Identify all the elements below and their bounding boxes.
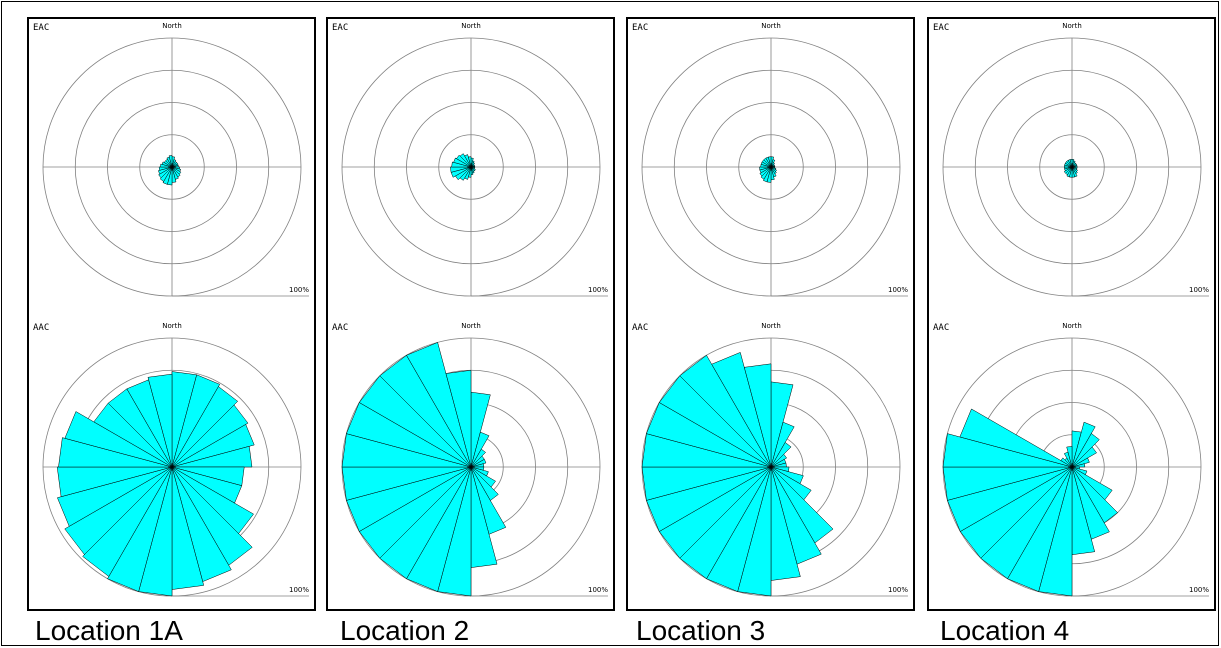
rose-charts-svg: EAC North 100% AAC North 100%	[632, 22, 908, 597]
rose-charts-svg: EAC North 100% AAC North 100%	[933, 22, 1209, 597]
series-label: EAC	[933, 23, 949, 33]
series-label: EAC	[332, 23, 348, 33]
scale-label: 100%	[588, 286, 608, 294]
rose-charts-svg: EAC North 100% AAC North 100%	[332, 22, 608, 597]
scale-label: 100%	[289, 286, 309, 294]
rose-sector	[743, 363, 772, 468]
location-panel-4: EAC North 100% AAC North 100%	[927, 17, 1216, 611]
north-label: North	[461, 22, 481, 30]
scale-label: 100%	[289, 586, 309, 594]
rose-sector	[768, 156, 772, 168]
rose-charts-svg: EAC North 100% AAC North 100%	[33, 22, 309, 597]
rose-aac: AAC North 100%	[933, 322, 1209, 597]
rose-eac: EAC North 100%	[332, 22, 608, 297]
rose-sector	[1069, 158, 1073, 168]
series-label: AAC	[933, 323, 949, 333]
north-label: North	[761, 322, 781, 330]
series-label: EAC	[632, 23, 648, 33]
location-panel-2: EAC North 100% AAC North 100%	[326, 17, 615, 611]
scale-label: 100%	[888, 286, 908, 294]
location-caption: Location 4	[940, 615, 1070, 646]
rose-sector	[959, 408, 1073, 468]
north-label: North	[461, 322, 481, 330]
rose-aac: AAC North 100%	[332, 322, 608, 597]
north-label: North	[1062, 22, 1082, 30]
rose-eac: EAC North 100%	[632, 22, 908, 297]
rose-eac: EAC North 100%	[933, 22, 1209, 297]
scale-label: 100%	[1189, 286, 1209, 294]
north-label: North	[1062, 322, 1082, 330]
location-panel-3: EAC North 100% AAC North 100%	[626, 17, 915, 611]
rose-aac: AAC North 100%	[632, 322, 908, 597]
scale-label: 100%	[1189, 586, 1209, 594]
rose-sector	[1066, 446, 1073, 468]
series-label: AAC	[632, 323, 648, 333]
scale-label: 100%	[588, 586, 608, 594]
north-label: North	[162, 22, 182, 30]
location-caption: Location 3	[636, 615, 766, 646]
location-caption: Location 2	[340, 615, 470, 646]
north-label: North	[162, 322, 182, 330]
rose-aac: AAC North 100%	[33, 322, 309, 597]
rose-sector	[468, 156, 472, 168]
north-label: North	[761, 22, 781, 30]
location-caption: Location 1A	[35, 615, 183, 646]
rose-eac: EAC North 100%	[33, 22, 309, 297]
rose-sector	[445, 369, 472, 468]
location-panel-1: EAC North 100% AAC North 100%	[27, 17, 316, 611]
series-label: EAC	[33, 23, 49, 33]
series-label: AAC	[33, 323, 49, 333]
rose-sector	[168, 155, 173, 168]
scale-label: 100%	[888, 586, 908, 594]
rose-sector	[147, 373, 173, 468]
series-label: AAC	[332, 323, 348, 333]
